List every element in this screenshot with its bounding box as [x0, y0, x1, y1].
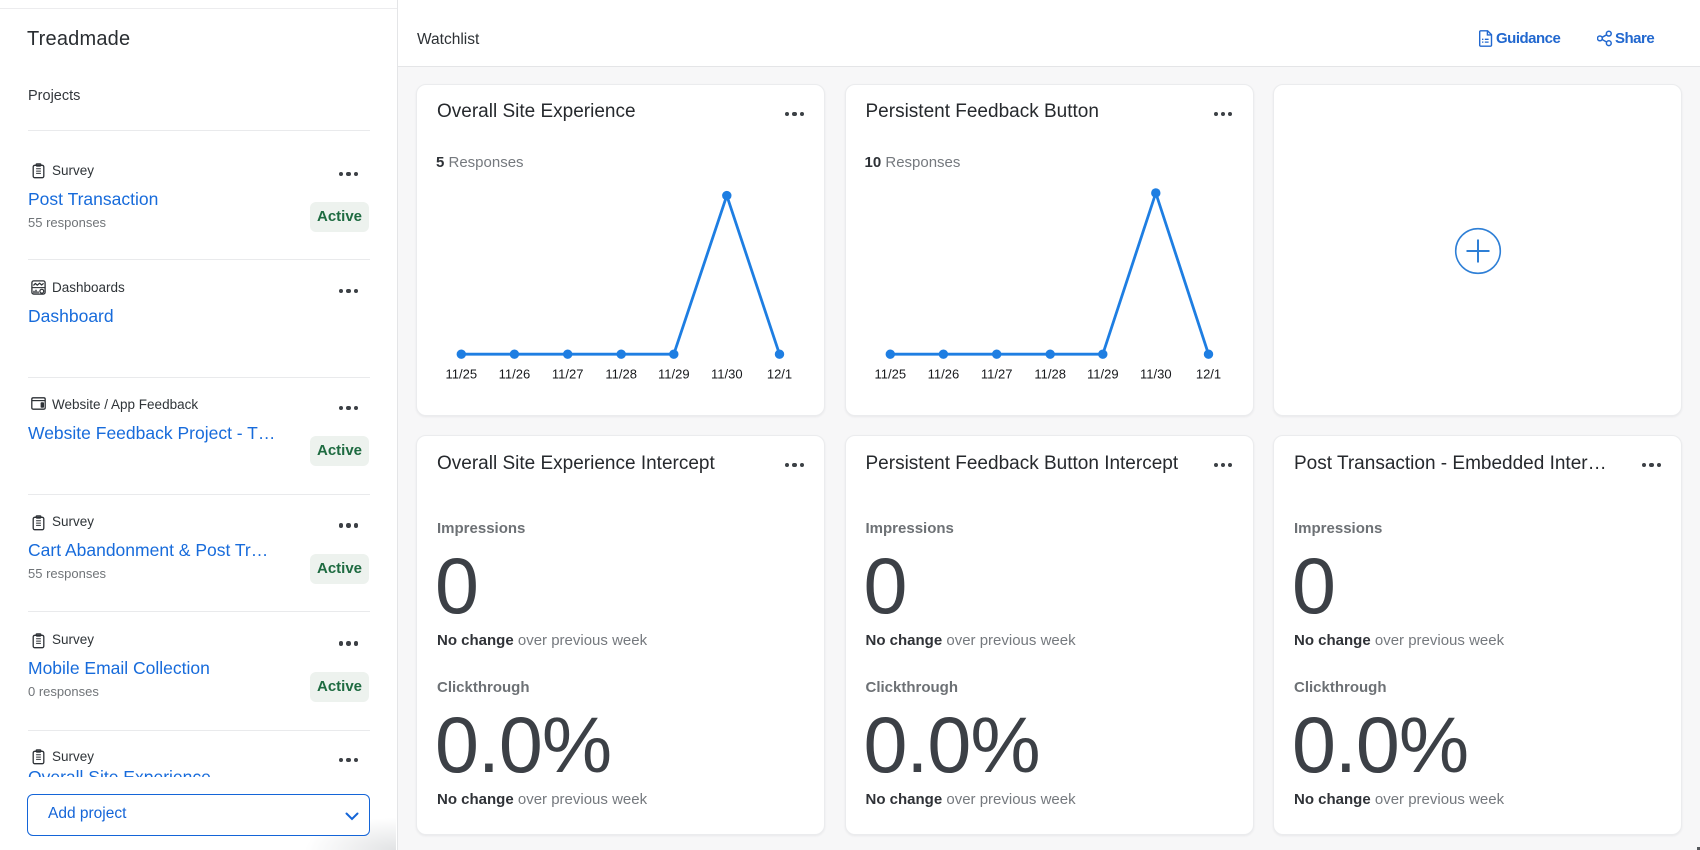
svg-text:11/25: 11/25 [874, 367, 906, 382]
svg-text:11/28: 11/28 [605, 367, 637, 382]
svg-text:11/25: 11/25 [446, 367, 478, 382]
svg-text:12/1: 12/1 [767, 367, 792, 382]
svg-text:11/29: 11/29 [1087, 367, 1119, 382]
svg-text:11/29: 11/29 [658, 367, 690, 382]
svg-text:11/27: 11/27 [552, 367, 584, 382]
svg-text:11/26: 11/26 [927, 367, 959, 382]
svg-text:11/28: 11/28 [1034, 367, 1066, 382]
svg-text:11/26: 11/26 [499, 367, 531, 382]
svg-text:11/30: 11/30 [1140, 367, 1172, 382]
svg-text:12/1: 12/1 [1195, 367, 1220, 382]
svg-text:11/30: 11/30 [711, 367, 743, 382]
svg-text:11/27: 11/27 [980, 367, 1012, 382]
